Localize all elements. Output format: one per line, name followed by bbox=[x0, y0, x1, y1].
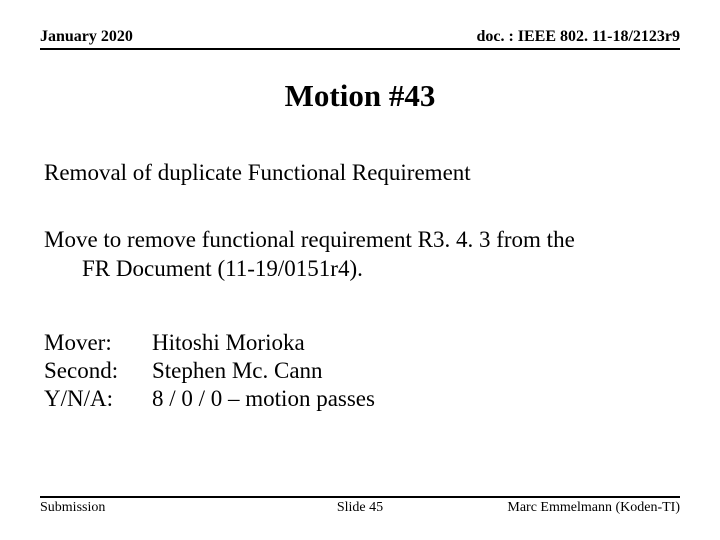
motion-line2: FR Document (11-19/0151r4). bbox=[44, 255, 680, 284]
slide-subtitle: Removal of duplicate Functional Requirem… bbox=[40, 160, 680, 186]
vote-label: Y/N/A: bbox=[44, 386, 152, 412]
footer-left: Submission bbox=[40, 500, 105, 516]
second-row: Second: Stephen Mc. Cann bbox=[44, 358, 680, 384]
footer-right: Marc Emmelmann (Koden-TI) bbox=[507, 500, 680, 516]
vote-row: Y/N/A: 8 / 0 / 0 – motion passes bbox=[44, 386, 680, 412]
header: January 2020 doc. : IEEE 802. 11-18/2123… bbox=[40, 28, 680, 50]
motion-details: Mover: Hitoshi Morioka Second: Stephen M… bbox=[40, 330, 680, 412]
vote-value: 8 / 0 / 0 – motion passes bbox=[152, 386, 375, 412]
mover-label: Mover: bbox=[44, 330, 152, 356]
mover-row: Mover: Hitoshi Morioka bbox=[44, 330, 680, 356]
mover-value: Hitoshi Morioka bbox=[152, 330, 305, 356]
second-label: Second: bbox=[44, 358, 152, 384]
motion-line1: Move to remove functional requirement R3… bbox=[44, 227, 575, 252]
motion-body: Move to remove functional requirement R3… bbox=[40, 226, 680, 284]
slide-title: Motion #43 bbox=[40, 78, 680, 114]
header-docref: doc. : IEEE 802. 11-18/2123r9 bbox=[476, 28, 680, 46]
header-date: January 2020 bbox=[40, 28, 133, 46]
footer: Submission Slide 45 Marc Emmelmann (Kode… bbox=[40, 496, 680, 516]
second-value: Stephen Mc. Cann bbox=[152, 358, 323, 384]
